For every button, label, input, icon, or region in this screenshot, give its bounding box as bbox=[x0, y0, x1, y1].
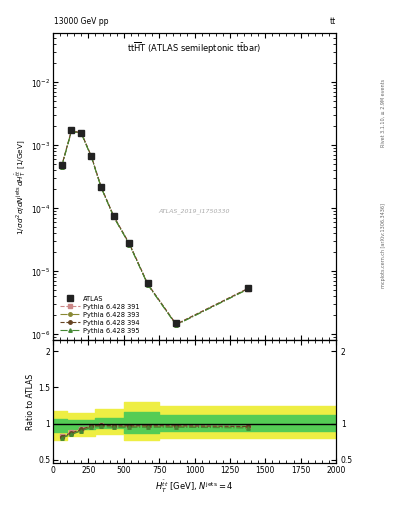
Pythia 6.428 391 bbox=[69, 127, 74, 134]
Y-axis label: $1/\sigma\,d^2\sigma / d N^{\rm jets}\,d H_T^{\bar{t}t}$ [1/GeV]: $1/\sigma\,d^2\sigma / d N^{\rm jets}\,d… bbox=[14, 139, 28, 234]
ATLAS bbox=[112, 213, 116, 219]
Pythia 6.428 391 bbox=[89, 153, 94, 159]
Pythia 6.428 395 bbox=[59, 164, 64, 170]
Pythia 6.428 393 bbox=[79, 130, 84, 136]
Pythia 6.428 391 bbox=[174, 321, 178, 327]
ATLAS bbox=[127, 240, 132, 246]
ATLAS bbox=[89, 153, 94, 159]
Pythia 6.428 395 bbox=[245, 286, 250, 292]
Pythia 6.428 391 bbox=[99, 184, 103, 190]
Text: 13000 GeV pp: 13000 GeV pp bbox=[54, 16, 108, 26]
Pythia 6.428 391 bbox=[112, 214, 116, 220]
Text: Rivet 3.1.10, ≥ 2.9M events: Rivet 3.1.10, ≥ 2.9M events bbox=[381, 78, 386, 147]
ATLAS bbox=[99, 184, 103, 190]
Pythia 6.428 394 bbox=[89, 153, 94, 159]
Pythia 6.428 395 bbox=[79, 131, 84, 137]
Pythia 6.428 394 bbox=[69, 127, 74, 134]
Pythia 6.428 393 bbox=[127, 241, 132, 247]
Text: tt: tt bbox=[330, 16, 336, 26]
Y-axis label: Ratio to ATLAS: Ratio to ATLAS bbox=[26, 374, 35, 430]
Pythia 6.428 391 bbox=[145, 281, 150, 287]
ATLAS bbox=[145, 280, 150, 286]
ATLAS bbox=[245, 285, 250, 291]
Pythia 6.428 394 bbox=[112, 214, 116, 220]
Pythia 6.428 395 bbox=[174, 322, 178, 328]
Pythia 6.428 393 bbox=[245, 286, 250, 292]
Pythia 6.428 393 bbox=[145, 282, 150, 288]
Pythia 6.428 394 bbox=[79, 130, 84, 136]
Text: tt$\overline{\rm H}$T (ATLAS semileptonic t$\bar{\rm t}$bar): tt$\overline{\rm H}$T (ATLAS semileptoni… bbox=[127, 41, 262, 56]
Line: Pythia 6.428 394: Pythia 6.428 394 bbox=[60, 129, 249, 326]
Pythia 6.428 394 bbox=[99, 184, 103, 190]
Pythia 6.428 395 bbox=[89, 154, 94, 160]
Pythia 6.428 394 bbox=[245, 286, 250, 292]
Pythia 6.428 395 bbox=[127, 242, 132, 248]
Pythia 6.428 391 bbox=[245, 286, 250, 292]
Pythia 6.428 391 bbox=[127, 241, 132, 247]
Pythia 6.428 394 bbox=[59, 163, 64, 169]
Text: mcplots.cern.ch [arXiv:1306.3436]: mcplots.cern.ch [arXiv:1306.3436] bbox=[381, 203, 386, 288]
Pythia 6.428 395 bbox=[69, 128, 74, 134]
ATLAS bbox=[59, 162, 64, 168]
Line: Pythia 6.428 391: Pythia 6.428 391 bbox=[60, 129, 249, 326]
Pythia 6.428 395 bbox=[145, 282, 150, 288]
Pythia 6.428 393 bbox=[112, 214, 116, 220]
Pythia 6.428 394 bbox=[145, 281, 150, 287]
Pythia 6.428 394 bbox=[174, 322, 178, 328]
Legend: ATLAS, Pythia 6.428 391, Pythia 6.428 393, Pythia 6.428 394, Pythia 6.428 395: ATLAS, Pythia 6.428 391, Pythia 6.428 39… bbox=[56, 292, 143, 337]
Pythia 6.428 395 bbox=[99, 184, 103, 190]
Pythia 6.428 393 bbox=[69, 128, 74, 134]
Pythia 6.428 395 bbox=[112, 214, 116, 220]
ATLAS bbox=[79, 130, 84, 136]
Pythia 6.428 391 bbox=[59, 163, 64, 169]
ATLAS bbox=[69, 127, 74, 134]
Pythia 6.428 391 bbox=[79, 130, 84, 136]
Pythia 6.428 393 bbox=[89, 154, 94, 160]
Line: ATLAS: ATLAS bbox=[59, 127, 250, 326]
Line: Pythia 6.428 395: Pythia 6.428 395 bbox=[60, 130, 249, 327]
Pythia 6.428 393 bbox=[59, 164, 64, 170]
Text: ATLAS_2019_I1750330: ATLAS_2019_I1750330 bbox=[159, 208, 230, 215]
X-axis label: $H_T^{\bar{t}t}$ [GeV], $N^{\rm jets} = 4$: $H_T^{\bar{t}t}$ [GeV], $N^{\rm jets} = … bbox=[155, 479, 234, 496]
Line: Pythia 6.428 393: Pythia 6.428 393 bbox=[60, 130, 249, 327]
Pythia 6.428 394 bbox=[127, 241, 132, 247]
Pythia 6.428 393 bbox=[99, 184, 103, 190]
Pythia 6.428 393 bbox=[174, 322, 178, 328]
ATLAS bbox=[174, 320, 178, 326]
